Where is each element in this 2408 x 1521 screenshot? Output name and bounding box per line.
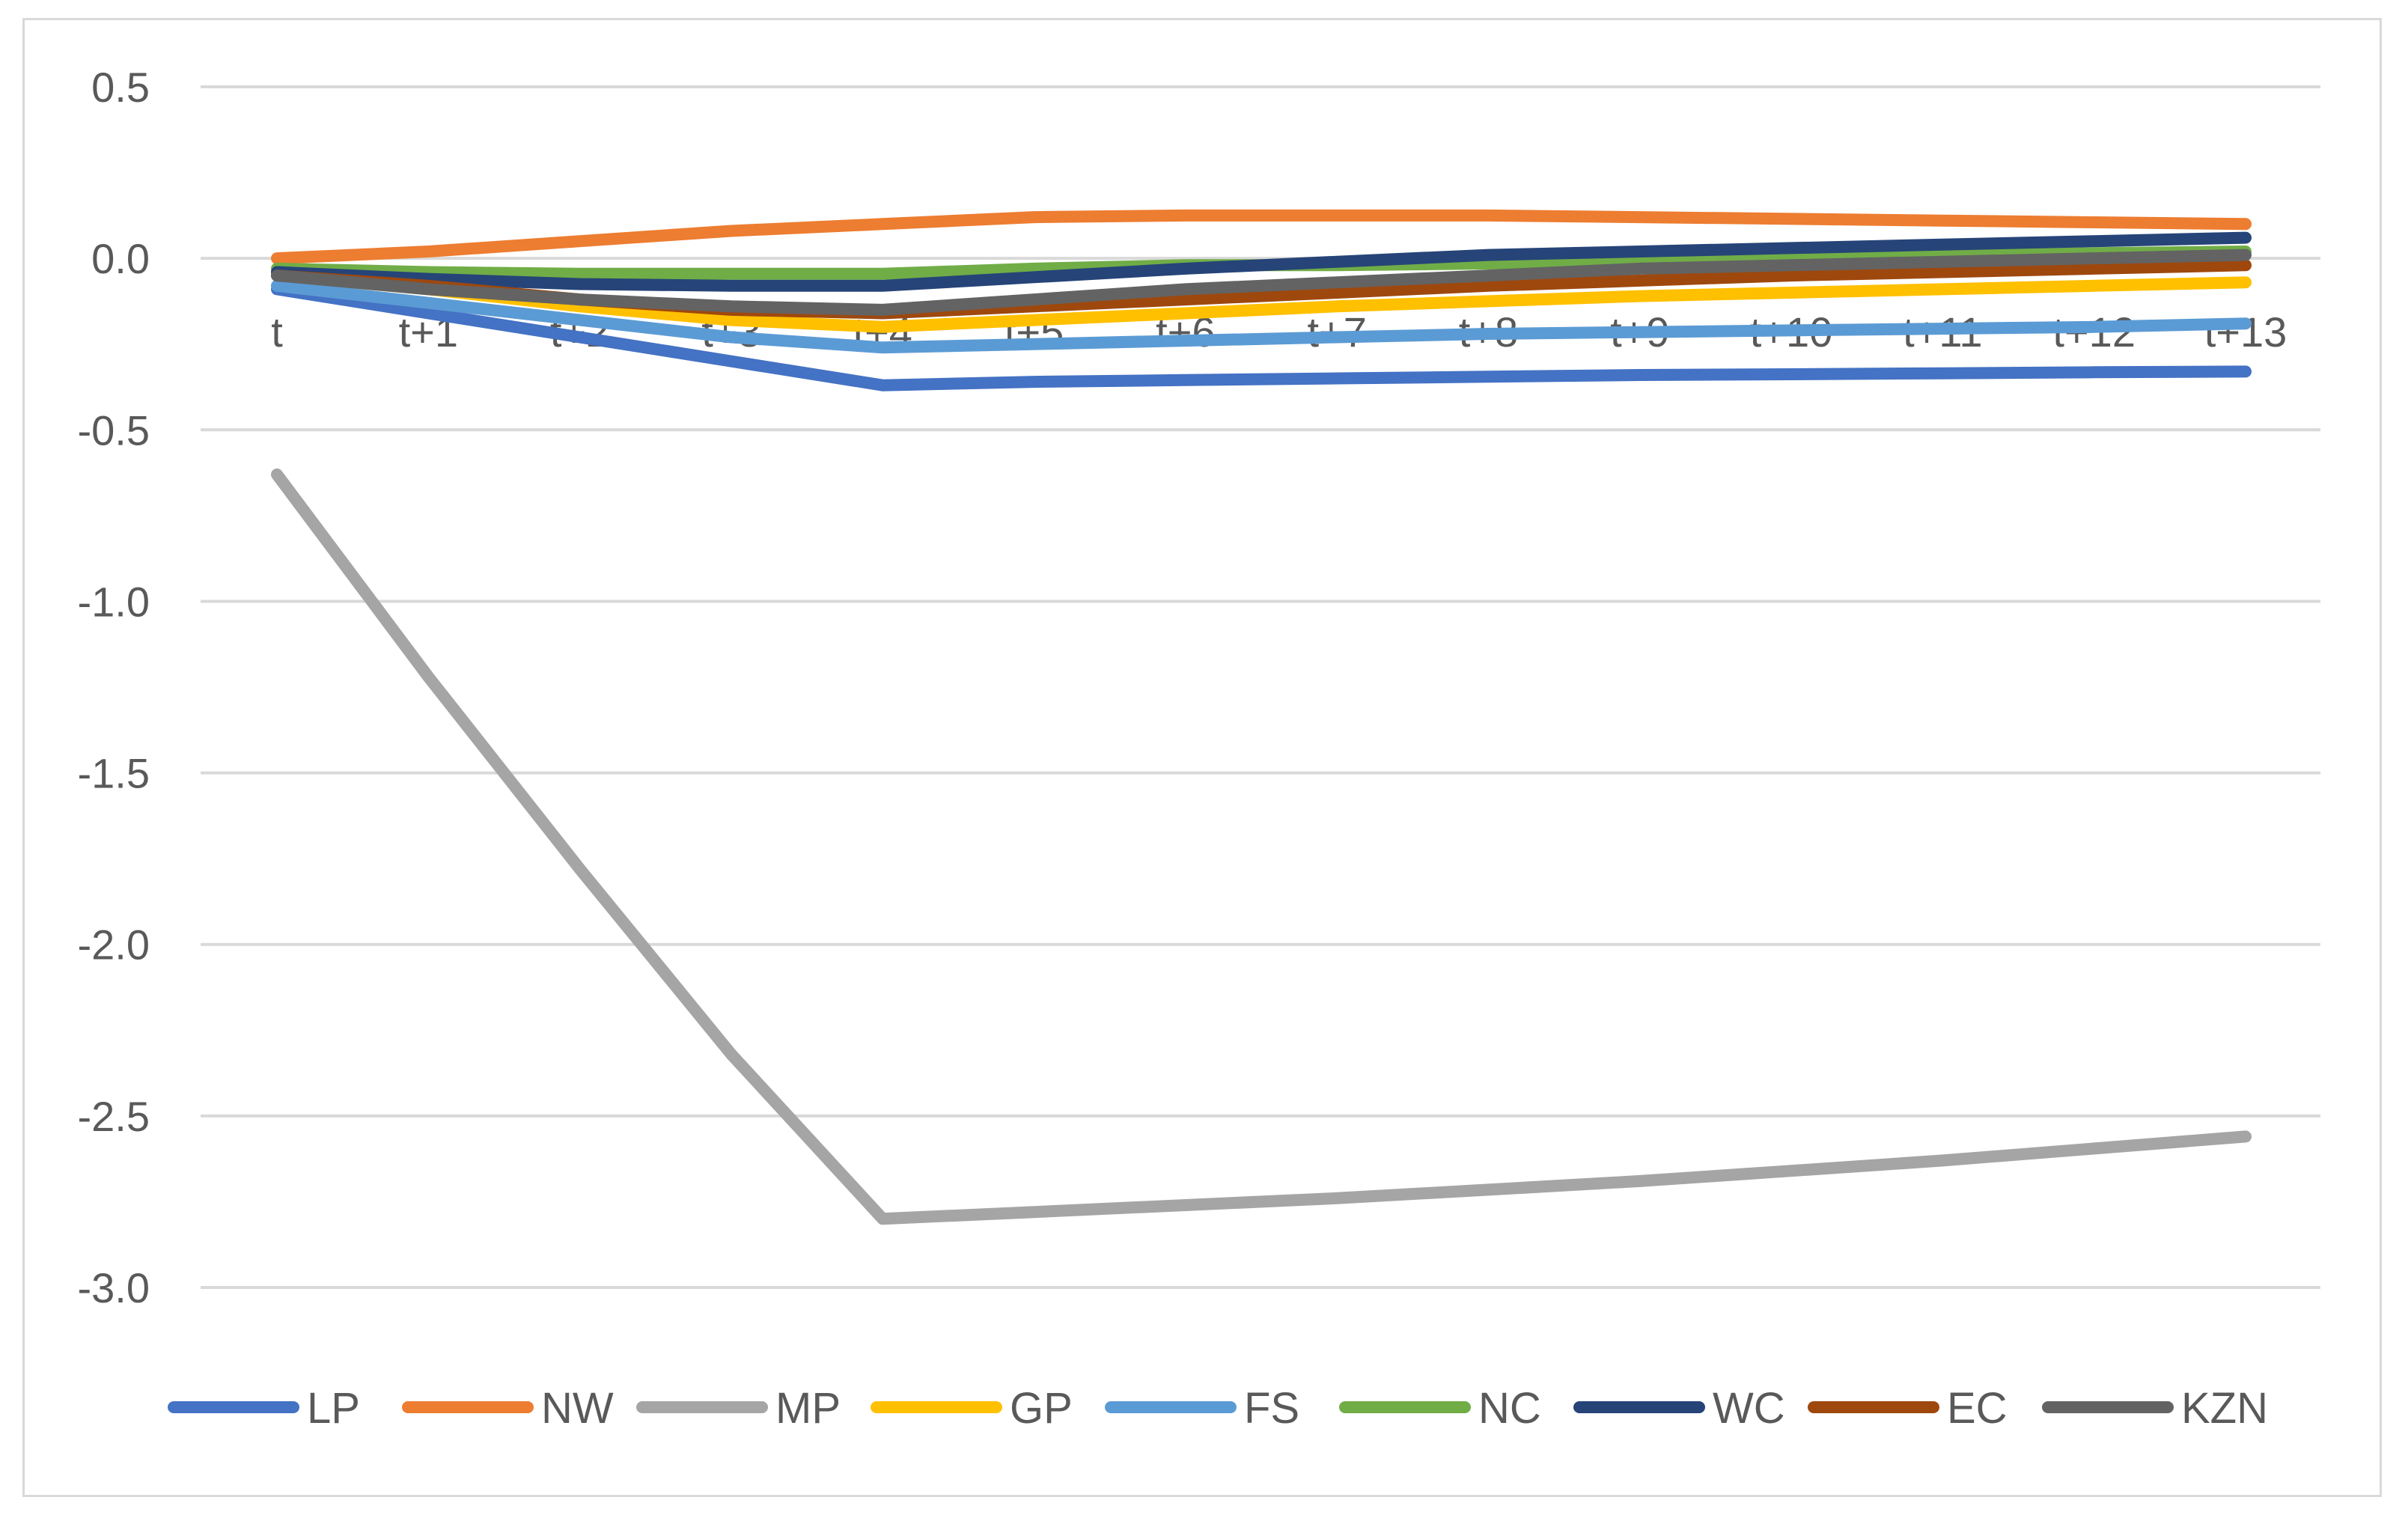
y-axis-ticks: 0.5 0.0 -0.5 -1.0 -1.5 -2.0 -2.5 -3.0 xyxy=(78,64,150,1311)
y-tick-label: 0.5 xyxy=(91,64,150,111)
legend-label-mp: MP xyxy=(775,1384,841,1433)
legend-label-nc: NC xyxy=(1478,1384,1541,1433)
series-line-lp xyxy=(271,283,2252,391)
legend-label-kzn: KZN xyxy=(2181,1384,2268,1433)
legend-label-fs: FS xyxy=(1244,1384,1299,1433)
x-tick-label: t xyxy=(271,308,283,356)
y-tick-label: 0.0 xyxy=(91,235,150,282)
series-line-fs xyxy=(271,279,2252,354)
legend: LP NW MP GP FS NC WC EC KZN xyxy=(168,1384,2268,1433)
legend-label-lp: LP xyxy=(307,1384,360,1433)
y-tick-label: -1.0 xyxy=(78,578,150,625)
y-tick-label: -3.0 xyxy=(78,1264,150,1311)
legend-label-ec: EC xyxy=(1947,1384,2008,1433)
legend-label-nw: NW xyxy=(541,1384,614,1433)
y-tick-label: -0.5 xyxy=(78,406,150,454)
y-tick-label: -1.5 xyxy=(78,750,150,797)
y-tick-label: -2.0 xyxy=(78,921,150,969)
series-line-wc xyxy=(271,231,2252,292)
series-line-kzn xyxy=(271,249,2252,316)
y-tick-label: -2.5 xyxy=(78,1093,150,1140)
x-tick-label: t+13 xyxy=(2204,308,2287,356)
legend-label-wc: WC xyxy=(1713,1384,1785,1433)
series-line-mp xyxy=(271,468,2252,1225)
series-lines xyxy=(271,209,2252,1225)
series-line-nw xyxy=(271,209,2252,265)
series-line-gp xyxy=(271,269,2252,333)
legend-label-gp: GP xyxy=(1010,1384,1073,1433)
